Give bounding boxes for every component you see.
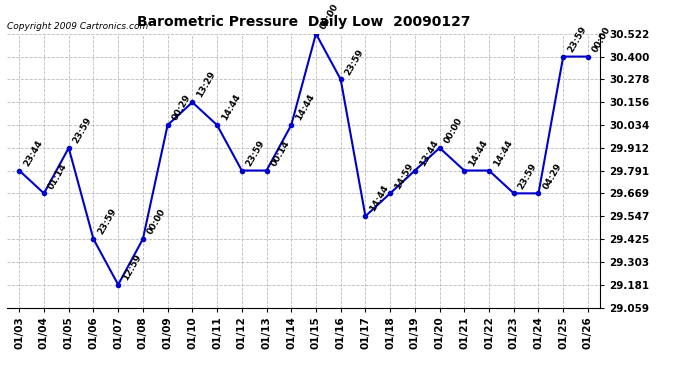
Text: 14:44: 14:44 — [294, 93, 316, 122]
Text: Copyright 2009 Cartronics.com: Copyright 2009 Cartronics.com — [7, 22, 148, 31]
Text: 23:59: 23:59 — [344, 47, 366, 76]
Text: 14:44: 14:44 — [368, 184, 391, 213]
Text: 23:59: 23:59 — [566, 24, 588, 54]
Text: 00:00: 00:00 — [146, 207, 168, 236]
Text: 23:59: 23:59 — [96, 207, 119, 236]
Text: 23:44: 23:44 — [22, 138, 44, 168]
Text: 14:44: 14:44 — [492, 138, 514, 168]
Text: 01:14: 01:14 — [47, 161, 69, 190]
Text: 23:59: 23:59 — [72, 116, 94, 145]
Text: 00:00: 00:00 — [442, 116, 464, 145]
Text: 12:59: 12:59 — [121, 252, 143, 282]
Text: 14:44: 14:44 — [467, 138, 489, 168]
Text: 14:44: 14:44 — [220, 93, 242, 122]
Text: 04:29: 04:29 — [541, 161, 564, 190]
Text: 00:29: 00:29 — [170, 93, 193, 122]
Text: 23:59: 23:59 — [244, 138, 267, 168]
Text: 00:14: 00:14 — [269, 139, 291, 168]
Text: 00:00: 00:00 — [319, 2, 341, 31]
Text: 00:00: 00:00 — [591, 25, 613, 54]
Text: 23:59: 23:59 — [517, 161, 539, 190]
Text: 14:59: 14:59 — [393, 161, 415, 190]
Text: 13:44: 13:44 — [417, 138, 440, 168]
Text: 13:29: 13:29 — [195, 70, 217, 99]
Text: Barometric Pressure  Daily Low  20090127: Barometric Pressure Daily Low 20090127 — [137, 15, 471, 29]
